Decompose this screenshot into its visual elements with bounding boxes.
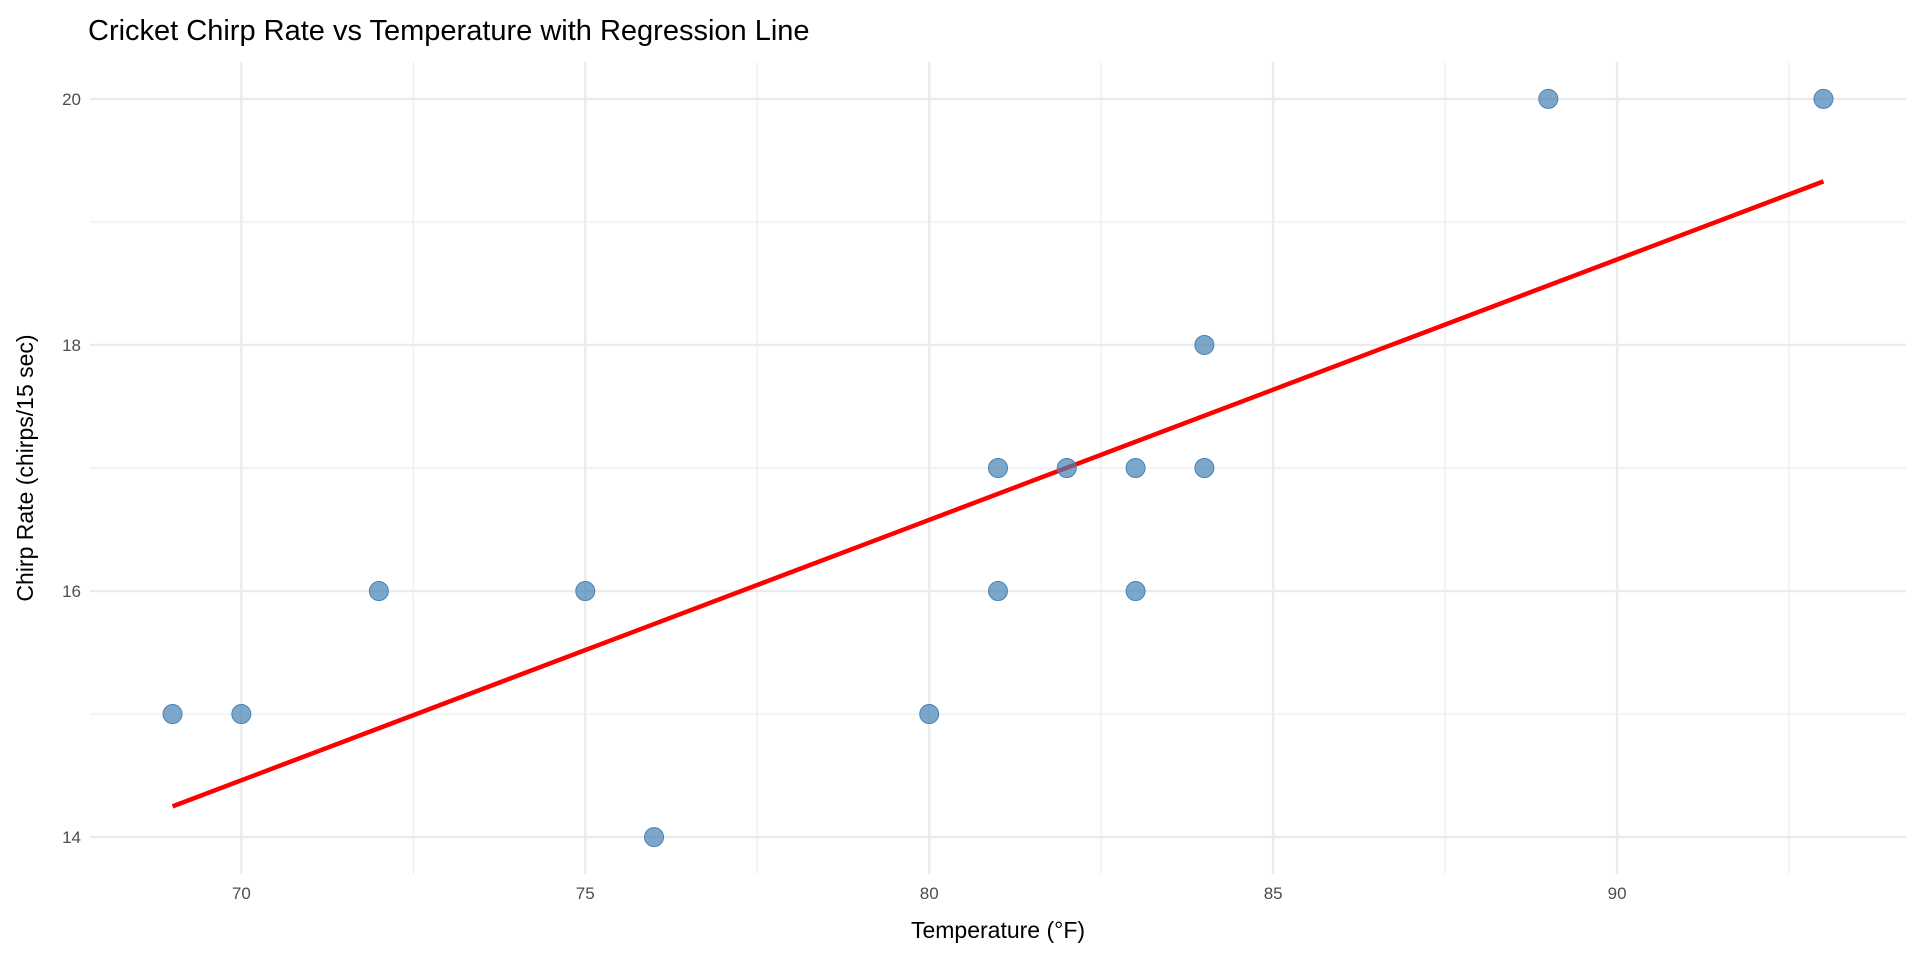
x-tick-label: 75 xyxy=(576,884,595,903)
data-point xyxy=(368,581,389,602)
x-tick-label: 90 xyxy=(1608,884,1627,903)
data-point xyxy=(1538,88,1559,109)
data-point xyxy=(1056,458,1077,478)
y-tick-label: 18 xyxy=(62,336,81,355)
chart-title: Cricket Chirp Rate vs Temperature with R… xyxy=(88,15,810,47)
x-tick-label: 70 xyxy=(232,884,251,903)
y-axis-title: Chirp Rate (chirps/15 sec) xyxy=(12,334,38,601)
x-tick-label: 85 xyxy=(1264,884,1283,903)
data-point xyxy=(1194,458,1215,478)
y-tick-label: 14 xyxy=(62,828,81,847)
tick-labels: 70 75 80 85 90 14 16 18 20 xyxy=(62,90,1626,903)
x-axis-title: Temperature (°F) xyxy=(911,917,1085,943)
regression-line xyxy=(171,179,1825,809)
x-tick-label: 80 xyxy=(920,884,939,903)
data-point xyxy=(1125,458,1146,478)
data-point xyxy=(575,581,596,602)
data-point xyxy=(1125,581,1146,602)
regression-line-group xyxy=(171,179,1825,809)
data-point xyxy=(988,581,1008,602)
data-point xyxy=(919,704,940,725)
data-point xyxy=(1194,334,1215,355)
data-point xyxy=(162,704,183,725)
y-tick-label: 20 xyxy=(62,90,81,109)
grid xyxy=(90,62,1906,874)
data-point xyxy=(1813,88,1834,109)
data-point xyxy=(988,458,1008,478)
y-tick-label: 16 xyxy=(62,582,81,601)
points xyxy=(162,88,1834,848)
data-point xyxy=(644,827,665,848)
data-point xyxy=(231,704,252,725)
